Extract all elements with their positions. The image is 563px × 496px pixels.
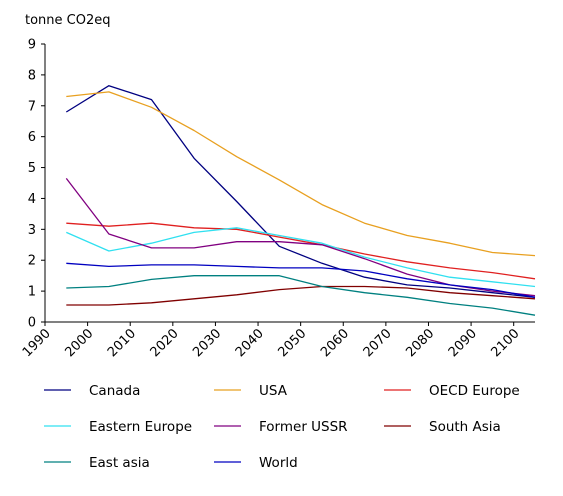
series-line-former-ussr: [65, 178, 536, 297]
x-tick-label: 2070: [361, 326, 395, 360]
x-tick-label: 2080: [403, 326, 437, 360]
x-ticks: 1990 2000 2010 2020 2030 2040 2050 2060 2070 2080…: [20, 322, 523, 360]
series-line-world: [66, 262, 536, 298]
x-tick-label: 2040: [233, 326, 267, 360]
series-line-eastern-europe: [66, 227, 536, 288]
x-tick-label: 2000: [62, 326, 96, 360]
unit-label: tonne CO2eq: [25, 13, 111, 28]
y-ticks: 0 1 2 3 4 5 6 7 8 9: [28, 38, 45, 331]
legend-label-former-ussr: Former USSR: [259, 419, 348, 435]
legend-label-oecd-europe: OECD Europe: [429, 383, 520, 399]
y-tick-label: 9: [28, 38, 36, 53]
x-tick-label: 2050: [275, 326, 309, 360]
x-tick-label: 2060: [318, 326, 352, 360]
y-tick-label: 6: [28, 130, 36, 145]
y-tick-label: 5: [28, 161, 36, 176]
legend-label-south-asia: South Asia: [429, 419, 501, 435]
legend-label-eastern-europe: Eastern Europe: [89, 419, 192, 435]
x-tick-label: 2010: [105, 326, 139, 360]
series-line-usa: [66, 91, 536, 257]
series-line-east-asia: [66, 275, 536, 316]
legend: Canada USA OECD Europe Eastern Europe Former…: [44, 383, 520, 471]
legend-label-usa: USA: [259, 383, 288, 399]
legend-label-canada: Canada: [89, 383, 140, 399]
y-tick-label: 0: [28, 316, 36, 331]
series-line-canada: [65, 85, 536, 298]
y-tick-label: 2: [28, 254, 36, 269]
series-lines: [65, 85, 536, 316]
x-tick-label: 2090: [446, 326, 480, 360]
x-tick-label: 1990: [20, 326, 54, 360]
x-tick-label: 2100: [489, 326, 523, 360]
y-tick-label: 1: [28, 285, 36, 300]
y-tick-label: 7: [28, 99, 36, 114]
legend-label-world: World: [259, 455, 298, 471]
series-line-oecd-europe: [66, 222, 536, 280]
y-tick-label: 8: [28, 68, 36, 83]
legend-label-east-asia: East asia: [89, 455, 150, 471]
x-tick-label: 2020: [148, 326, 182, 360]
y-tick-label: 4: [28, 192, 36, 207]
y-tick-label: 3: [28, 223, 36, 238]
series-line-south-asia: [66, 285, 536, 306]
x-tick-label: 2030: [190, 326, 224, 360]
plot-area: 0 1 2 3 4 5 6 7 8 9 1990 2000 2010 2020 2030 2040 2050 2…: [20, 38, 536, 360]
